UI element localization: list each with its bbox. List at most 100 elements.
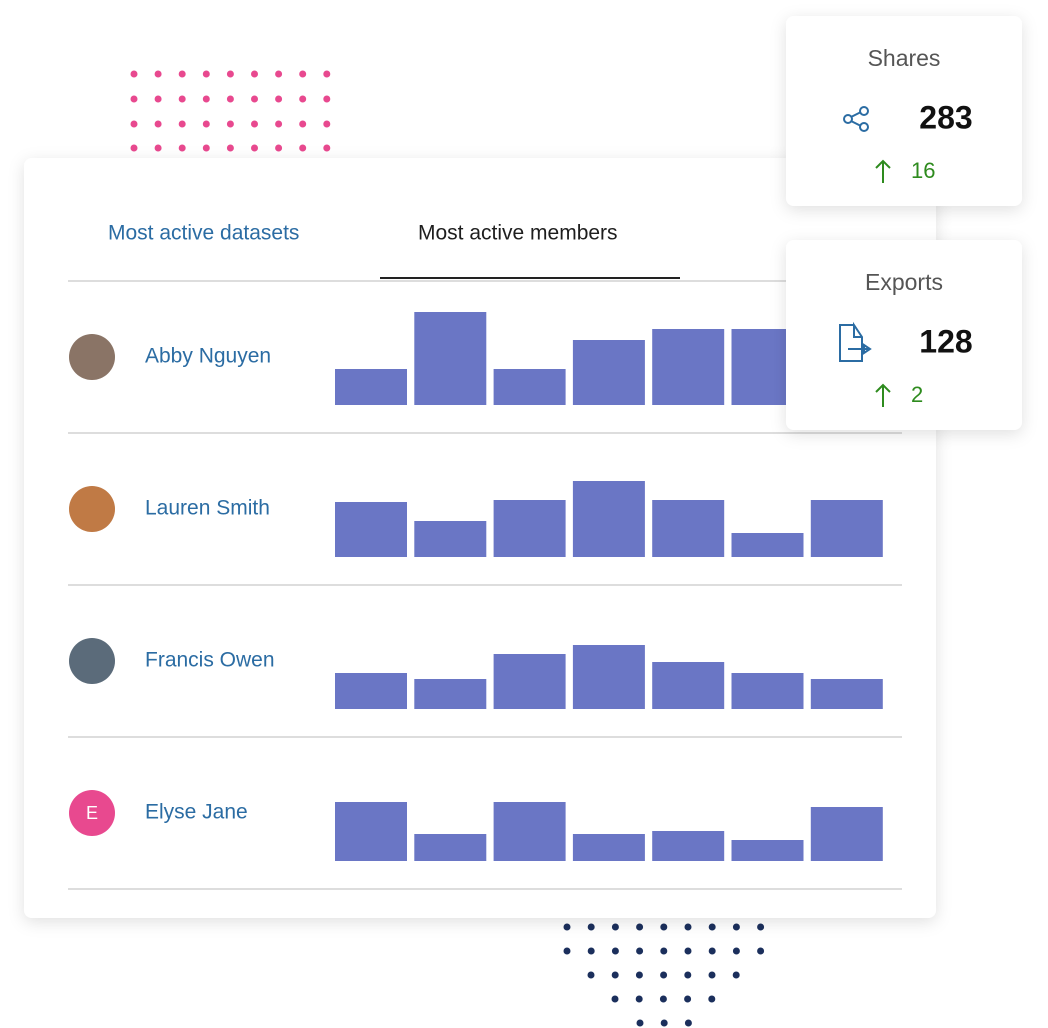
dot — [154, 70, 162, 78]
dot — [299, 144, 307, 152]
dot — [611, 947, 619, 955]
avatar-initial: E — [86, 803, 98, 823]
dot — [563, 923, 571, 931]
dot — [202, 120, 210, 128]
dot — [178, 70, 186, 78]
dot — [251, 95, 258, 103]
dot — [611, 971, 619, 979]
bar — [572, 834, 645, 861]
dot — [660, 923, 668, 931]
dot — [684, 947, 692, 955]
tab[interactable]: Most active datasets — [108, 222, 299, 245]
decoration — [130, 70, 765, 1027]
member-name: Lauren Smith — [145, 497, 270, 520]
dot — [251, 144, 258, 152]
bar — [572, 481, 645, 557]
member-name: Francis Owen — [145, 649, 275, 672]
icon-part — [850, 111, 862, 127]
dot — [611, 995, 619, 1003]
export-icon — [839, 321, 872, 362]
dot — [323, 144, 331, 152]
up-arrow — [875, 383, 891, 407]
bar — [493, 500, 566, 557]
dot — [178, 120, 186, 128]
bar — [652, 662, 725, 709]
stat-card — [786, 16, 1022, 206]
bar — [652, 831, 725, 861]
dot — [130, 144, 138, 152]
tab-active[interactable]: Most active members — [418, 222, 618, 245]
dot — [636, 1019, 644, 1027]
dot — [708, 923, 716, 931]
stat-value: 283 — [919, 99, 972, 135]
dot — [226, 144, 234, 152]
bar — [810, 807, 883, 861]
dot — [684, 923, 692, 931]
dot — [275, 120, 283, 128]
dot — [636, 923, 644, 931]
dot — [202, 95, 210, 103]
dot — [757, 947, 765, 955]
dot — [732, 923, 740, 931]
member-name: Elyse Jane — [145, 801, 248, 824]
dot — [202, 70, 210, 78]
bar — [414, 834, 487, 861]
dot — [226, 95, 234, 103]
dot — [202, 144, 210, 152]
dot — [130, 120, 138, 128]
stat-title: Shares — [868, 45, 941, 71]
avatar — [69, 334, 115, 380]
bar — [731, 673, 804, 709]
bar — [335, 502, 407, 557]
dot — [635, 971, 643, 979]
bar — [493, 802, 566, 861]
icon-part — [859, 106, 869, 116]
icon-part — [859, 122, 869, 132]
dot — [130, 70, 138, 78]
dot — [563, 947, 571, 955]
dot — [757, 923, 765, 931]
dot — [251, 70, 258, 78]
dot — [323, 70, 331, 78]
dot — [154, 120, 162, 128]
bar — [493, 369, 566, 405]
dot — [659, 995, 667, 1003]
bar — [572, 340, 645, 405]
stat-card — [786, 240, 1022, 430]
dot — [732, 947, 740, 955]
dot — [178, 95, 186, 103]
bar — [731, 533, 804, 557]
bar — [652, 329, 725, 405]
bar — [652, 500, 725, 557]
dot — [708, 947, 716, 955]
icon-part — [843, 114, 853, 124]
stat-cards: Shares 283 16 Exports 128 2 — [786, 16, 1022, 430]
avatar — [69, 486, 115, 532]
dot — [684, 1019, 692, 1027]
share-icon — [843, 106, 869, 132]
dot — [323, 120, 331, 128]
dot — [660, 947, 668, 955]
bar — [493, 654, 566, 709]
bar — [810, 500, 883, 557]
bar — [414, 521, 487, 557]
bar — [810, 679, 883, 709]
dot — [732, 971, 740, 979]
dot — [154, 144, 162, 152]
bar — [572, 645, 645, 709]
member-name: Abby Nguyen — [145, 345, 271, 368]
dot — [275, 144, 283, 152]
dot — [226, 70, 234, 78]
stat-title: Exports — [865, 269, 943, 295]
avatar — [69, 638, 115, 684]
dot — [299, 70, 307, 78]
dot — [635, 995, 643, 1003]
dot — [611, 923, 619, 931]
dot — [708, 971, 716, 979]
dot — [660, 971, 668, 979]
dot — [660, 1019, 668, 1027]
dot — [636, 947, 644, 955]
bar — [731, 840, 804, 861]
